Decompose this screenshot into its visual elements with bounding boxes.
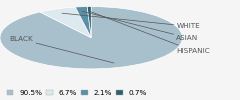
Legend: 90.5%, 6.7%, 2.1%, 0.7%: 90.5%, 6.7%, 2.1%, 0.7%: [6, 89, 148, 96]
Wedge shape: [0, 7, 182, 69]
Text: BLACK: BLACK: [10, 36, 114, 63]
Text: HISPANIC: HISPANIC: [90, 11, 210, 54]
Text: WHITE: WHITE: [62, 13, 200, 29]
Text: ASIAN: ASIAN: [83, 11, 199, 41]
Wedge shape: [40, 7, 91, 38]
Wedge shape: [87, 7, 91, 38]
Wedge shape: [75, 7, 91, 38]
